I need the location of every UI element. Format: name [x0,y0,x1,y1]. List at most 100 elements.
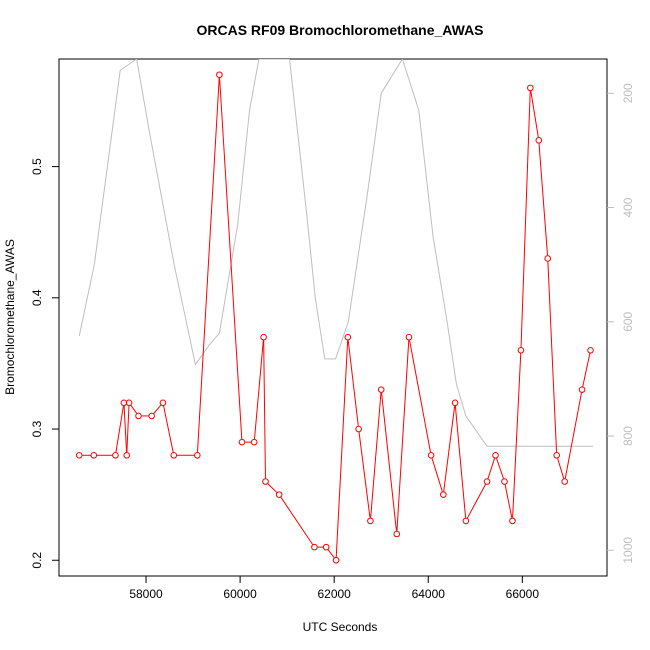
data-point [238,438,246,446]
data-point [250,438,258,446]
red-series-segment [547,261,558,453]
y2-axis: 200 400 600 800 1000 [607,83,635,564]
data-point [553,451,560,459]
data-point [260,333,267,341]
red-series-segment [347,340,359,426]
y-tick-label: 0.3 [30,420,44,437]
red-series-segment [520,91,531,348]
red-series-segment [358,432,371,518]
x-tick-label: 62000 [317,587,351,601]
y-axis: 0.2 0.3 0.4 0.5 [30,158,59,569]
data-point [135,412,142,420]
plot-frame [58,58,608,577]
red-series-segment [381,392,397,531]
data-point [483,478,491,485]
x-tick-label: 66000 [506,587,540,601]
data-point [275,491,283,498]
red-series-segment [130,405,138,414]
data-point [90,451,98,459]
red-series-segment [538,143,548,256]
red-series-segment [267,483,278,493]
data-point [393,530,401,538]
data-point [527,84,534,92]
red-series-segment [454,405,467,518]
y-tick-label: 0.5 [30,158,44,175]
data-point [355,425,362,433]
data-point [125,399,133,407]
data-point [462,517,470,525]
y-tick-label: 0.4 [30,289,44,306]
red-series-segment [153,404,162,414]
red-series-segment [335,340,349,558]
x-axis-label: UTC Seconds [303,620,378,634]
red-series-segment [487,458,496,479]
red-series-segment [263,340,266,479]
red-series-segment [126,405,130,453]
data-point [311,543,318,551]
red-series-segment [582,353,591,387]
red-series-segment [163,405,174,453]
y2-tick-label: 800 [621,426,635,446]
red-series-segment [196,77,220,453]
grey-series-line [78,59,593,447]
data-point [332,556,340,564]
red-series-segment [530,90,539,138]
red-series-segment [496,458,504,479]
red-series-segment [396,340,410,531]
data-point [262,478,269,485]
data-point [501,478,508,485]
data-point [148,412,155,420]
red-series [75,71,594,564]
red-series-segment [370,392,382,518]
red-series-segment [123,405,128,453]
data-point [427,451,435,459]
data-point [75,451,83,459]
data-point [367,517,374,525]
data-point [344,333,352,341]
red-series-segment [564,392,582,479]
red-series-segment [253,340,264,440]
y2-tick-label: 1000 [621,537,635,564]
y2-tick-label: 200 [621,83,635,103]
data-point [112,451,119,459]
y2-tick-label: 600 [621,311,635,331]
red-series-segment [115,405,124,453]
red-series-segment [443,405,456,492]
data-point [405,333,413,341]
x-axis: 58000 60000 62000 64000 66000 [129,576,539,601]
data-point [440,491,447,498]
x-tick-label: 60000 [223,587,257,601]
chart-title: ORCAS RF09 Bromochloromethane_AWAS [196,22,483,38]
red-series-segment [557,458,565,479]
red-series-segment [219,77,243,439]
data-point [193,451,201,459]
data-point [377,386,385,393]
x-tick-label: 58000 [129,587,163,601]
red-series-segment [280,497,314,545]
data-point [587,347,594,354]
data-point [509,517,516,525]
data-point [216,71,223,79]
data-point [535,137,543,144]
data-point [578,386,586,393]
red-series-segment [512,353,522,518]
red-series-segment [466,484,486,519]
red-series-segment [504,484,513,518]
y2-tick-label: 400 [621,197,635,217]
x-tick-label: 64000 [412,587,446,601]
data-point [544,255,552,262]
data-point [159,399,167,407]
red-series-segment [327,549,335,558]
red-series-segment [431,458,443,492]
data-point [451,399,459,407]
y-axis-label: Bromochloromethane_AWAS [3,239,17,395]
grey-series-path [78,59,593,447]
data-point [170,451,178,459]
data-point [322,543,330,551]
data-point [517,347,525,354]
y-tick-label: 0.2 [30,552,44,569]
data-point [492,451,499,459]
data-point [123,451,131,459]
red-series-segment [409,340,431,453]
